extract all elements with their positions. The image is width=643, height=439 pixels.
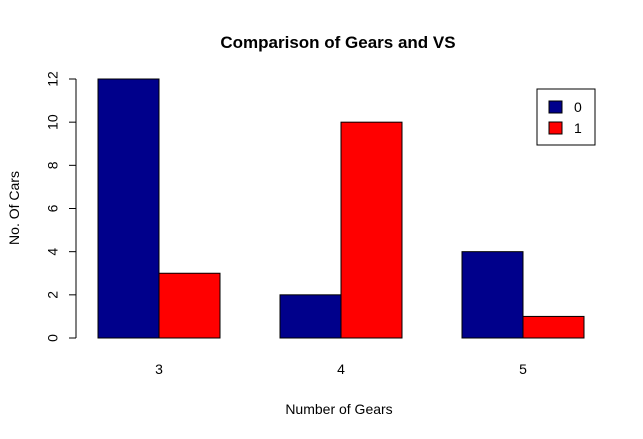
bar-4-series-0 <box>279 294 342 339</box>
legend-swatch <box>548 121 563 135</box>
bar-4-series-1 <box>340 121 403 339</box>
bar-5-series-0 <box>461 251 524 339</box>
y-axis-title: No. Of Cars <box>6 171 22 245</box>
legend-box <box>536 88 596 146</box>
y-tick-label: 12 <box>45 71 61 87</box>
legend-label: 0 <box>574 99 582 115</box>
chart-title: Comparison of Gears and VS <box>220 33 455 52</box>
y-tick-label: 10 <box>45 114 61 130</box>
y-tick-label: 0 <box>45 334 61 342</box>
bar-5-series-1 <box>522 315 585 339</box>
y-tick-label: 2 <box>45 291 61 299</box>
legend: 01 <box>536 88 596 146</box>
x-tick-label: 4 <box>337 361 345 377</box>
x-axis-title: Number of Gears <box>285 401 392 417</box>
y-tick-label: 4 <box>45 248 61 256</box>
y-tick-label: 6 <box>45 204 61 212</box>
y-axis: 0 2 4 6 8 10 12 <box>45 71 77 342</box>
y-tick-label: 8 <box>45 161 61 169</box>
x-tick-label: 3 <box>155 361 163 377</box>
legend-label: 1 <box>574 120 582 136</box>
bar-3-series-0 <box>97 78 160 339</box>
bar-group <box>97 78 585 339</box>
bar-3-series-1 <box>158 272 221 339</box>
legend-swatch <box>548 100 563 114</box>
x-axis-labels: 3 4 5 <box>155 361 527 377</box>
x-tick-label: 5 <box>519 361 527 377</box>
